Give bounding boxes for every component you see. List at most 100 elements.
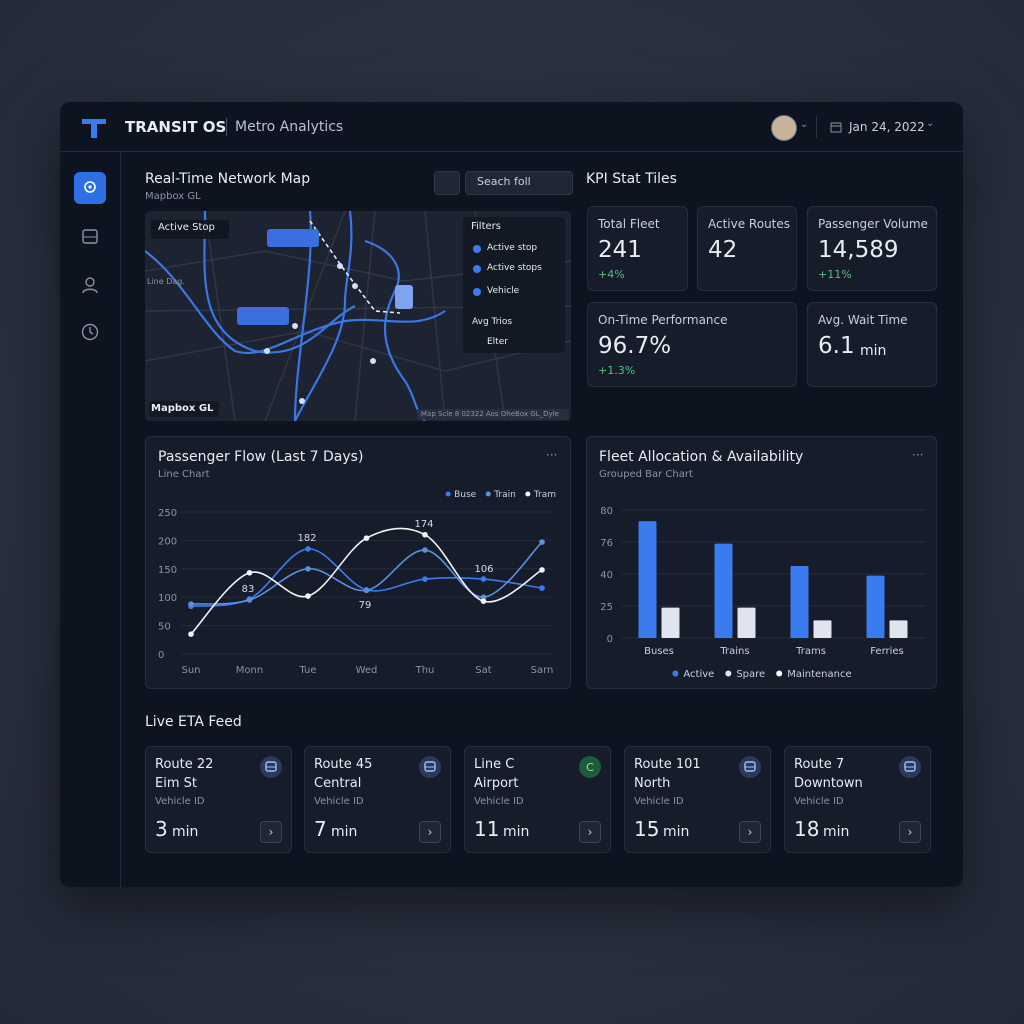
x-tick-label: Trains [719, 646, 749, 657]
eta-unit: min [663, 824, 690, 840]
logo [82, 119, 106, 138]
chart-menu: ··· [912, 448, 923, 462]
eta-value: 3 [155, 817, 168, 841]
legend-swatch [725, 670, 732, 677]
eta-open[interactable]: › [739, 821, 761, 843]
kpi-label: Active Routes [708, 217, 791, 231]
chart-menu: ··· [546, 448, 557, 462]
data-point [480, 576, 487, 582]
x-tick-label: Monn [236, 665, 263, 676]
bar [737, 607, 756, 638]
eta-label: Vehicle ID [155, 796, 205, 807]
kpi-value: 96.7% [598, 333, 672, 359]
eta-route: Line C [474, 757, 515, 772]
eta-stop: Eim St [155, 776, 197, 791]
eta-value: 18 [794, 817, 820, 841]
y-tick-label: 150 [158, 565, 177, 576]
header-divider [60, 151, 963, 152]
nav-user[interactable] [80, 275, 100, 295]
x-tick-label: Tue [298, 665, 316, 676]
data-point [422, 531, 428, 538]
line-panel: Passenger Flow (Last 7 Days) Line Chart ··… [145, 436, 571, 689]
brand-sep [226, 118, 227, 136]
eta-stop: North [634, 776, 671, 791]
date-picker[interactable]: Jan 24, 2022 [849, 120, 925, 134]
filter-dot [473, 245, 481, 253]
nav-bus[interactable] [80, 228, 100, 248]
eta-title: Live ETA Feed [145, 714, 242, 730]
data-point [422, 547, 428, 553]
x-tick-label: Sun [181, 665, 200, 676]
data-point [422, 576, 428, 582]
notifications[interactable] [434, 171, 460, 195]
data-point [480, 598, 487, 604]
kpi-change: +1.3% [598, 364, 636, 377]
eta-open[interactable]: › [260, 821, 282, 843]
eta-route: Route 101 [634, 757, 701, 772]
eta-open[interactable]: › [579, 821, 601, 843]
kpi-label: Passenger Volume [818, 217, 928, 231]
legend-label: Train [493, 490, 516, 500]
nav-map[interactable] [74, 172, 106, 204]
filter-item[interactable]: Vehicle [487, 286, 520, 296]
eta-open[interactable]: › [419, 821, 441, 843]
x-tick-label: Thu [415, 665, 435, 676]
y-tick-label: 50 [158, 622, 171, 633]
map-attribution: Map Scle 8 02322 Aos OheBox GL_Dyle [421, 410, 559, 418]
data-point [363, 587, 370, 594]
filter-item[interactable]: Active stops [487, 263, 542, 273]
eta-stop: Downtown [794, 776, 863, 791]
y-tick-label: 40 [600, 570, 613, 581]
chart-subtitle: Grouped Bar Chart [599, 469, 693, 480]
data-point [246, 569, 253, 576]
kpi-value: 14,589 [818, 237, 899, 263]
date-caret[interactable]: ⌄ [926, 118, 935, 129]
sidebar-divider [120, 152, 121, 887]
eta-stop: Airport [474, 776, 519, 791]
eta-icon [739, 756, 761, 778]
data-point [246, 597, 253, 603]
avatar[interactable] [771, 115, 797, 141]
y-tick-label: 100 [158, 593, 177, 604]
data-point [363, 535, 370, 541]
legend-label: Maintenance [787, 669, 851, 680]
bar [889, 620, 908, 638]
kpi-change: +11% [818, 268, 852, 281]
legend-swatch [672, 670, 679, 677]
eta-label: Vehicle ID [794, 796, 844, 807]
bar [661, 607, 680, 638]
search-box[interactable] [465, 171, 573, 195]
kpi-change: +4% [598, 268, 625, 281]
bar [866, 575, 885, 638]
kpi-tile [807, 302, 937, 387]
filter-item[interactable]: Active stop [487, 243, 538, 253]
x-tick-label: Sarn [531, 665, 554, 676]
kpi-title: KPI Stat Tiles [586, 171, 677, 187]
search-text[interactable]: Seach foll [477, 175, 531, 188]
filters-title: Filters [471, 221, 501, 232]
series-line [190, 527, 543, 635]
filter-dot [473, 288, 481, 296]
data-point [305, 566, 311, 572]
brand: TRANSIT OS [125, 118, 227, 136]
kpi-tile [807, 206, 937, 291]
chart-title: Fleet Allocation & Availability [599, 449, 803, 465]
bar [714, 543, 733, 638]
kpi-tile [587, 302, 797, 387]
kpi-label: Total Fleet [598, 217, 660, 231]
map-badge[interactable]: Active Stop [158, 222, 215, 233]
legend-swatch [525, 491, 531, 497]
avatar-caret[interactable]: ⌄ [800, 119, 809, 130]
eta-unit: min [503, 824, 530, 840]
filters-button[interactable]: Elter [487, 337, 508, 347]
data-point [539, 539, 545, 545]
bar [813, 620, 832, 638]
map[interactable] [145, 211, 571, 421]
bar [790, 566, 809, 638]
nav-history[interactable] [80, 322, 100, 342]
eta-open[interactable]: › [899, 821, 921, 843]
legend-swatch [445, 491, 451, 497]
y-tick-label: 250 [158, 508, 177, 519]
calendar-icon [830, 122, 842, 133]
eta-label: Vehicle ID [634, 796, 684, 807]
